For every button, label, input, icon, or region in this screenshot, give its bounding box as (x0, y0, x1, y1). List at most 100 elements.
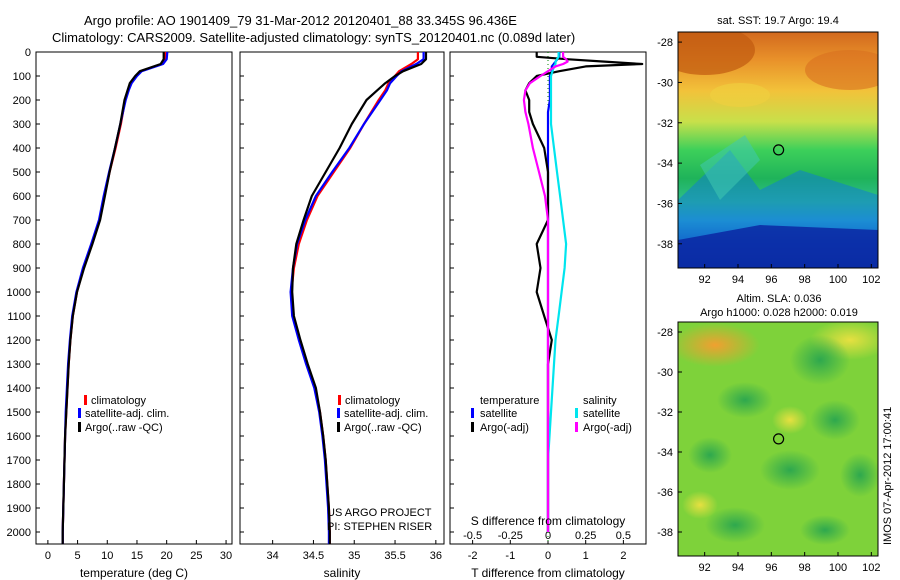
sst-map-axes: 92 94 96 98 100 102 -28 -30 -32 -34 -36 -38 (657, 37, 880, 286)
depth-tick-label: 2000 (7, 527, 31, 539)
x-tick-label: 0 (545, 550, 551, 562)
depth-tick-label: 1300 (7, 359, 31, 371)
map-y-tick-label: -36 (657, 487, 673, 499)
figure-title-line1: Argo profile: AO 1901409_79 31-Mar-2012 … (84, 13, 517, 28)
map-y-tick-label: -38 (657, 527, 673, 539)
legend-argo-swatch (337, 422, 340, 432)
map-x-tick-label: 102 (862, 562, 880, 574)
legend-s-argo-swatch (575, 422, 578, 432)
series-line (61, 51, 169, 544)
x-tick-label: 10 (101, 550, 113, 562)
t-difference-x-label: T difference from climatology (471, 566, 625, 580)
depth-tick-label: 1400 (7, 383, 31, 395)
map-x-tick-label: 96 (765, 274, 777, 286)
map-x-tick-label: 92 (699, 274, 711, 286)
legend-satellite-swatch (337, 408, 340, 418)
s-difference-x-label: S difference from climatology (471, 514, 626, 528)
depth-tick-label: 1500 (7, 407, 31, 419)
depth-tick-label: 1800 (7, 479, 31, 491)
x-tick-label: 5 (75, 550, 81, 562)
salinity-profile-plot: 34 34.5 35 35.5 36 (267, 52, 442, 562)
temperature-legend: climatology satellite-adj. clim. Argo(..… (78, 395, 169, 434)
temperature-x-label: temperature (deg C) (80, 566, 188, 580)
depth-tick-label: 1100 (7, 311, 31, 323)
depth-tick-label: 700 (13, 215, 31, 227)
x-tick-label: 25 (190, 550, 202, 562)
depth-tick-label: 500 (13, 167, 31, 179)
x-tick-label: -1 (505, 550, 515, 562)
map-y-tick-label: -30 (657, 367, 673, 379)
legend-t-argo-swatch (471, 422, 474, 432)
x-tick-label: 34.5 (303, 550, 324, 562)
series-line (522, 52, 569, 532)
x-tick-label: 2 (620, 550, 626, 562)
salinity-panel-frame (239, 51, 445, 545)
legend-climatology-label: climatology (345, 395, 401, 407)
map-x-tick-label: 94 (732, 274, 744, 286)
x-tick-label: 34 (267, 550, 279, 562)
argo-location-marker (772, 144, 785, 156)
map-x-tick-label: 98 (799, 274, 811, 286)
project-credit: US ARGO PROJECT (327, 507, 432, 519)
depth-tick-label: 1700 (7, 455, 31, 467)
legend-climatology-label: climatology (91, 395, 147, 407)
legend-salinity-header: salinity (583, 395, 617, 407)
legend-satellite-label: satellite-adj. clim. (85, 408, 169, 420)
sla-map-axes: 92 94 96 98 100 102 -28 -30 -32 -34 -36 -38 (657, 327, 880, 574)
map-y-tick-label: -28 (657, 37, 673, 49)
pi-credit: PI: STEPHEN RISER (327, 521, 432, 533)
x2-tick-label: 0.5 (616, 530, 631, 542)
series-line (546, 52, 561, 532)
legend-argo-swatch (78, 422, 81, 432)
sla-map-title-line1: Altim. SLA: 0.036 (737, 293, 822, 305)
depth-tick-label: 200 (13, 95, 31, 107)
series-line (61, 52, 165, 544)
depth-tick-label: 800 (13, 239, 31, 251)
salinity-x-label: salinity (324, 566, 361, 580)
legend-temperature-header: temperature (480, 395, 539, 407)
map-y-tick-label: -36 (657, 198, 673, 210)
map-y-tick-label: -34 (657, 447, 673, 459)
x-tick-label: 30 (220, 550, 232, 562)
map-x-tick-label: 94 (732, 562, 744, 574)
series-line (289, 52, 425, 544)
x2-tick-label: -0.25 (498, 530, 523, 542)
x-tick-label: 15 (131, 550, 143, 562)
sla-map-image (678, 322, 878, 556)
x-tick-label: -2 (468, 550, 478, 562)
imos-timestamp: IMOS 07-Apr-2012 17:00:41 (882, 407, 894, 545)
argo-location-marker (772, 433, 785, 445)
figure-title-line2: Climatology: CARS2009. Satellite-adjuste… (52, 30, 575, 45)
map-x-tick-label: 96 (765, 562, 777, 574)
map-x-tick-label: 98 (799, 562, 811, 574)
map-y-tick-label: -28 (657, 327, 673, 339)
map-y-tick-label: -34 (657, 158, 673, 170)
legend-argo-label: Argo(..raw -QC) (85, 422, 163, 434)
depth-tick-label: 1000 (7, 287, 31, 299)
depth-tick-label: 1900 (7, 503, 31, 515)
depth-tick-label: 900 (13, 263, 31, 275)
legend-t-satellite-label: satellite (480, 408, 517, 420)
legend-climatology-swatch (338, 395, 341, 405)
series-line (290, 52, 419, 544)
depth-tick-label: 1600 (7, 431, 31, 443)
legend-satellite-label: satellite-adj. clim. (344, 408, 428, 420)
x-tick-label: 35.5 (384, 550, 405, 562)
legend-argo-label: Argo(..raw -QC) (344, 422, 422, 434)
legend-s-argo-label: Argo(-adj) (583, 422, 632, 434)
sla-map-frame (677, 321, 879, 557)
sst-map-frame (677, 31, 879, 269)
salinity-legend: climatology satellite-adj. clim. Argo(..… (337, 395, 428, 434)
legend-climatology-swatch (84, 395, 87, 405)
series-line (524, 52, 644, 532)
map-y-tick-label: -32 (657, 118, 673, 130)
x-tick-label: 36 (430, 550, 442, 562)
map-y-tick-label: -38 (657, 239, 673, 251)
map-y-tick-label: -32 (657, 407, 673, 419)
x-tick-label: 1 (583, 550, 589, 562)
x-tick-label: 20 (161, 550, 173, 562)
difference-legend: temperature salinity satellite Argo(-adj… (471, 395, 632, 434)
series-line (291, 52, 428, 544)
map-y-tick-label: -30 (657, 77, 673, 89)
